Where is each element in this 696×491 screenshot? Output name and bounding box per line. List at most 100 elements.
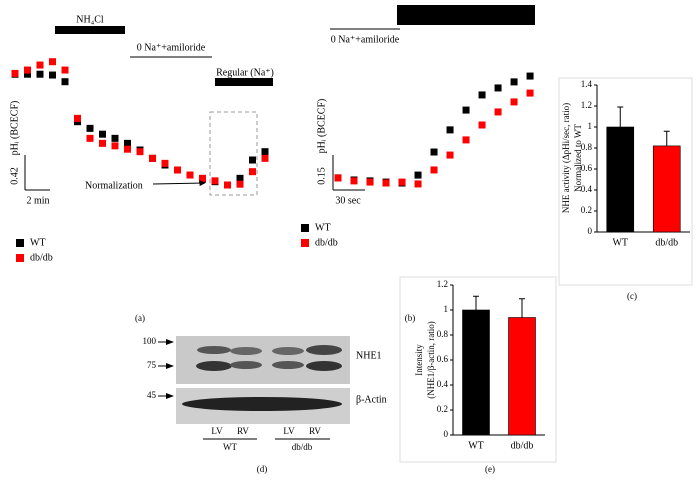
panel-label: (d) xyxy=(257,464,268,474)
legend-swatch xyxy=(16,239,24,247)
band-label: NHE1 xyxy=(356,350,382,361)
data-point xyxy=(236,180,244,188)
annotation: NH₄Cl xyxy=(76,14,104,25)
panel-label: (b) xyxy=(405,313,416,323)
y-tick-label: 0.6 xyxy=(437,354,449,364)
y-tick-label: 0.2 xyxy=(581,205,592,215)
group-label: db/db xyxy=(292,442,313,452)
data-point xyxy=(36,61,44,69)
y-tick-label: 1.4 xyxy=(581,79,593,89)
error-bar xyxy=(663,130,670,146)
data-point xyxy=(382,179,390,187)
zoom-box xyxy=(209,111,258,196)
data-point xyxy=(446,126,454,134)
data-point xyxy=(74,114,81,122)
y-tick-label: 0.4 xyxy=(581,184,593,194)
group-label: WT xyxy=(223,442,237,452)
y-axis-label: Normalized to WT xyxy=(573,124,583,192)
data-point xyxy=(510,78,518,86)
data-point xyxy=(462,136,470,144)
data-point xyxy=(334,174,342,182)
panel-label: (a) xyxy=(135,313,145,323)
data-point xyxy=(526,89,534,97)
y-tick-label: 0 xyxy=(588,226,593,236)
annotation: Regular (Na⁺) xyxy=(437,9,495,20)
blot-upper xyxy=(176,336,350,384)
arrow xyxy=(152,180,206,187)
band xyxy=(306,345,342,355)
data-point xyxy=(236,174,244,182)
marker-label: 45 xyxy=(147,390,157,400)
data-point xyxy=(494,108,502,116)
annotation: Normalization xyxy=(85,180,143,191)
data-point xyxy=(49,58,56,66)
blot xyxy=(176,336,350,440)
data-point xyxy=(249,168,256,176)
band xyxy=(196,361,232,371)
bar xyxy=(462,309,490,436)
data-point xyxy=(350,177,358,185)
y-axis-label: NHE activity (ΔpHi/sec, ratio) xyxy=(561,103,571,213)
marker-label: 100 xyxy=(143,336,157,346)
y-tick-label: 0 xyxy=(444,429,449,439)
marker-arrow xyxy=(166,363,174,369)
lane-label: RV xyxy=(309,426,321,436)
data-point xyxy=(510,98,518,106)
y-tick-label: 1.2 xyxy=(437,279,448,289)
legend-swatch xyxy=(301,239,309,247)
data-point xyxy=(11,69,19,77)
data-point xyxy=(398,178,406,186)
y-tick-label: 0.2 xyxy=(437,404,448,414)
data-point xyxy=(414,180,422,188)
y-tick-label: 0.8 xyxy=(437,329,449,339)
lane-label: RV xyxy=(237,426,249,436)
bar xyxy=(508,317,536,436)
y-tick-label: 0.8 xyxy=(581,142,593,152)
scale-label: 0.15 xyxy=(316,167,327,185)
bar xyxy=(606,126,635,233)
y-tick-label: 0.4 xyxy=(437,379,449,389)
data-point xyxy=(61,66,69,74)
band xyxy=(272,361,304,369)
legend-label: db/db xyxy=(30,252,53,263)
scale-label: 2 min xyxy=(26,195,49,206)
band xyxy=(197,346,231,354)
y-axis-label: (NHE1/β-actin, ratio) xyxy=(426,321,436,399)
panel-frame xyxy=(558,77,693,286)
y-axis-label: Intensity xyxy=(414,344,424,376)
lane-label: LV xyxy=(211,426,223,436)
band xyxy=(182,397,342,411)
data-point xyxy=(99,139,106,147)
marker-arrow xyxy=(166,393,174,399)
lane-label: LV xyxy=(283,426,295,436)
data-point xyxy=(174,166,181,174)
data-point xyxy=(149,154,156,162)
data-point xyxy=(99,130,106,138)
stimulus-bar xyxy=(215,78,273,86)
panel-label: (e) xyxy=(485,464,495,474)
y-tick-label: 1 xyxy=(588,121,593,131)
x-tick-label: WT xyxy=(468,440,484,451)
data-point xyxy=(36,70,44,78)
data-point xyxy=(261,148,269,156)
data-point xyxy=(414,171,422,179)
y-axis-label: pHᵢ (BCECF) xyxy=(9,101,20,156)
data-point xyxy=(446,151,454,159)
data-point xyxy=(430,148,438,156)
legend-label: WT xyxy=(315,222,331,233)
data-point xyxy=(124,139,131,147)
stimulus-bar xyxy=(397,5,535,25)
legend-swatch xyxy=(16,254,24,262)
data-point xyxy=(249,156,256,164)
data-point xyxy=(24,70,31,78)
marker-arrow xyxy=(166,339,174,345)
annotation: Regular (Na⁺) xyxy=(216,67,274,78)
data-point xyxy=(199,174,206,182)
data-point xyxy=(478,121,486,129)
x-tick-label: WT xyxy=(612,237,628,248)
error-bar xyxy=(617,106,624,127)
y-tick-label: 1 xyxy=(444,304,449,314)
legend-label: WT xyxy=(30,237,46,248)
panel-frame xyxy=(399,276,557,463)
